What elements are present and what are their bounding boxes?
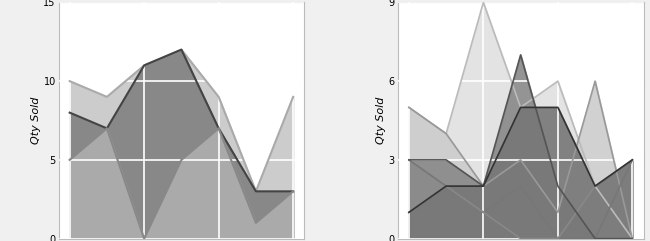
Y-axis label: Qty Sold: Qty Sold [376,97,386,144]
Y-axis label: Qty Sold: Qty Sold [31,97,40,144]
